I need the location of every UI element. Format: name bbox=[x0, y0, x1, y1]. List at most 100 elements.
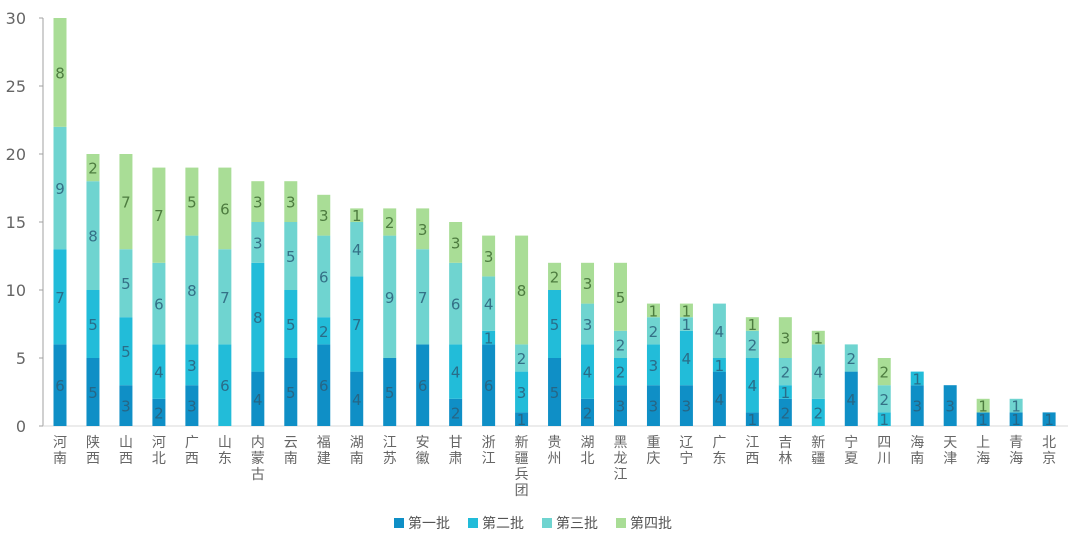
bar-segment bbox=[844, 371, 858, 426]
x-tick-label: 天 bbox=[943, 435, 957, 451]
bar-segment bbox=[185, 385, 199, 426]
x-tick-label: 蒙 bbox=[251, 451, 265, 467]
data-label: 7 bbox=[55, 289, 65, 307]
data-label: 2 bbox=[154, 404, 164, 422]
bar-segment bbox=[613, 262, 627, 331]
bar-segment bbox=[53, 18, 67, 127]
x-tick-label: 东 bbox=[218, 451, 232, 467]
x-tick-label: 古 bbox=[251, 467, 265, 483]
x-tick-label: 兵 bbox=[515, 467, 529, 483]
data-label: 6 bbox=[451, 296, 461, 314]
bar-segment bbox=[910, 371, 924, 386]
x-tick-label: 海 bbox=[1009, 451, 1023, 467]
data-label: 6 bbox=[418, 377, 428, 395]
x-tick-label: 南 bbox=[350, 451, 364, 467]
data-label: 2 bbox=[451, 404, 461, 422]
bar-segment bbox=[778, 385, 792, 399]
bar-segment bbox=[284, 222, 298, 290]
data-label: 5 bbox=[286, 316, 296, 334]
bar-segment bbox=[778, 358, 792, 386]
data-label: 1 bbox=[1011, 398, 1021, 416]
y-tick-label: 15 bbox=[6, 213, 26, 232]
bar-segment bbox=[613, 385, 627, 426]
data-label: 8 bbox=[88, 228, 98, 246]
bar-segment bbox=[745, 412, 759, 426]
bar-segment bbox=[449, 344, 463, 399]
bar-segment bbox=[185, 344, 199, 386]
bar-segment bbox=[218, 167, 232, 250]
x-tick-label: 川 bbox=[877, 451, 891, 467]
data-label: 5 bbox=[88, 384, 98, 402]
data-label: 6 bbox=[319, 377, 329, 395]
data-label: 2 bbox=[781, 404, 791, 422]
bar-segment bbox=[1042, 412, 1056, 426]
bar-segment bbox=[251, 262, 265, 372]
data-label: 1 bbox=[352, 207, 362, 225]
bar-segment bbox=[317, 194, 331, 236]
data-label: 4 bbox=[352, 241, 362, 259]
x-tick-label: 云 bbox=[284, 435, 298, 451]
bar-segment bbox=[350, 371, 364, 426]
bar-segment bbox=[976, 412, 990, 426]
data-label: 7 bbox=[121, 194, 131, 212]
data-label: 5 bbox=[286, 384, 296, 402]
x-tick-label: 西 bbox=[119, 451, 133, 467]
bar-segment bbox=[646, 344, 660, 386]
bar-segment bbox=[449, 262, 463, 345]
bar-segment bbox=[416, 249, 430, 345]
bar-segment bbox=[86, 290, 100, 358]
bar-segment bbox=[581, 344, 595, 399]
data-label: 4 bbox=[715, 323, 725, 341]
bar-segment bbox=[119, 249, 133, 318]
x-tick-label: 州 bbox=[548, 451, 562, 467]
x-tick-label: 广 bbox=[185, 435, 199, 451]
x-tick-label: 团 bbox=[515, 483, 529, 499]
bar-segment bbox=[778, 317, 792, 358]
bar-segment bbox=[877, 412, 891, 426]
x-tick-label: 青 bbox=[1009, 435, 1023, 451]
bar-segment bbox=[86, 358, 100, 426]
bar-segment bbox=[317, 344, 331, 426]
legend-swatch bbox=[468, 518, 478, 528]
x-tick-label: 江 bbox=[482, 451, 496, 467]
bar-segment bbox=[646, 385, 660, 426]
y-tick-label: 30 bbox=[6, 9, 26, 28]
x-tick-label: 福 bbox=[317, 435, 331, 451]
x-tick-label: 山 bbox=[119, 435, 133, 451]
data-label: 5 bbox=[550, 384, 560, 402]
data-label: 5 bbox=[187, 194, 197, 212]
data-label: 6 bbox=[484, 377, 494, 395]
bar-segment bbox=[515, 412, 529, 426]
bar-segment bbox=[745, 358, 759, 413]
data-label: 6 bbox=[220, 377, 230, 395]
data-label: 5 bbox=[550, 316, 560, 334]
x-tick-label: 贵 bbox=[548, 435, 562, 451]
data-label: 5 bbox=[616, 289, 626, 307]
x-tick-label: 西 bbox=[185, 451, 199, 467]
data-label: 4 bbox=[715, 391, 725, 409]
data-label: 2 bbox=[550, 268, 560, 286]
bar-segment bbox=[251, 371, 265, 426]
data-label: 7 bbox=[220, 289, 230, 307]
bar-segment bbox=[712, 371, 726, 426]
data-label: 2 bbox=[879, 364, 889, 382]
bar-segment bbox=[152, 344, 166, 399]
data-label: 1 bbox=[649, 302, 659, 320]
x-tick-label: 庆 bbox=[646, 451, 660, 467]
data-label: 3 bbox=[121, 398, 131, 416]
data-label: 3 bbox=[945, 398, 955, 416]
bar-segment bbox=[646, 303, 660, 318]
data-label: 4 bbox=[484, 296, 494, 314]
bar-segment bbox=[877, 358, 891, 386]
data-label: 5 bbox=[286, 248, 296, 266]
data-label: 3 bbox=[649, 398, 659, 416]
x-tick-label: 陕 bbox=[86, 435, 100, 451]
data-label: 1 bbox=[517, 411, 527, 429]
data-label: 3 bbox=[451, 234, 461, 252]
bar-segment bbox=[581, 262, 595, 304]
data-label: 1 bbox=[978, 398, 988, 416]
bar-segment bbox=[53, 126, 67, 250]
x-tick-label: 北 bbox=[152, 451, 166, 467]
x-tick-label: 河 bbox=[152, 435, 166, 451]
bar-segment bbox=[449, 398, 463, 426]
